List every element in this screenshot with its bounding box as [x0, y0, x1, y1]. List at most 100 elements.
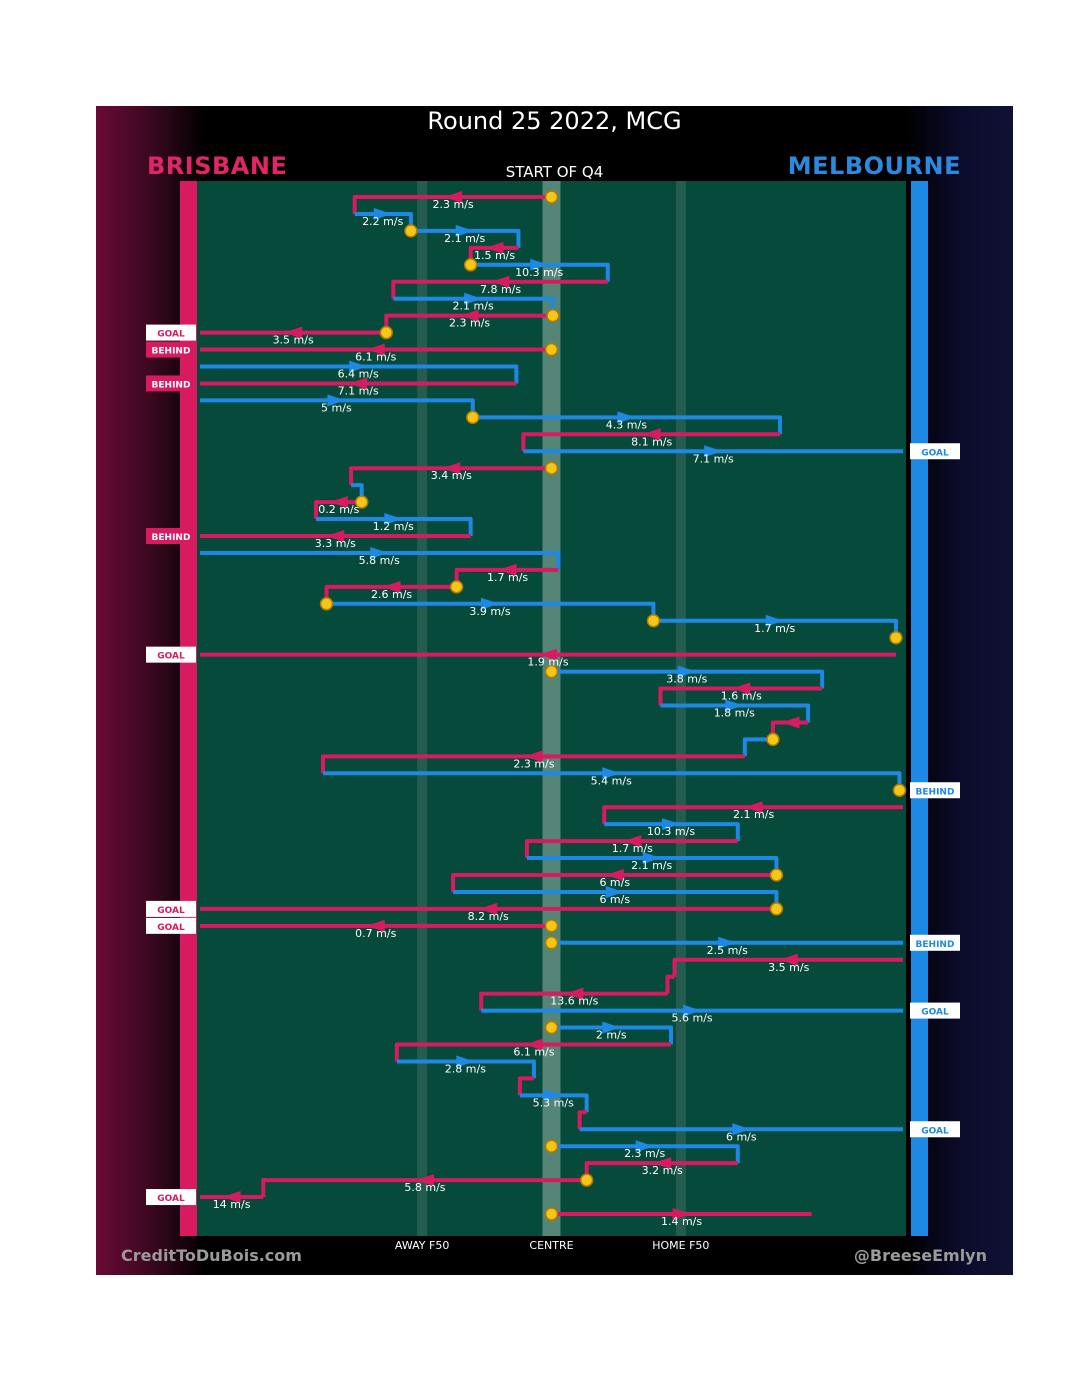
field-stripe-1: [542, 181, 561, 1236]
possession-marker: [546, 308, 560, 323]
chain-line-16: [349, 466, 552, 486]
possession-marker: [354, 495, 369, 509]
chain-line-52: [519, 1093, 589, 1113]
chain-arrow-9: [366, 343, 385, 356]
speed-label: 5.8 m/s: [359, 554, 400, 567]
chain-arrow-52: [544, 1089, 563, 1102]
result-badge: [910, 782, 960, 799]
chain-line-51: [517, 1076, 534, 1096]
possession-marker: [449, 580, 464, 594]
chain-arrow-20: [326, 530, 345, 542]
chain-arrow-23: [382, 580, 401, 593]
speed-label: 0.2 m/s: [318, 503, 359, 516]
speed-label: 2.1 m/s: [444, 232, 485, 245]
result-label: GOAL: [157, 330, 185, 340]
speed-label: 14 m/s: [213, 1198, 251, 1211]
chain-arrow-48: [602, 1021, 621, 1034]
chain-arrow-2: [455, 224, 474, 237]
chain-arrow-35: [744, 801, 763, 814]
chain-line-55: [551, 1144, 740, 1164]
result-label: GOAL: [157, 652, 185, 662]
speed-label: 6.4 m/s: [338, 368, 379, 381]
poster: 2.3 m/s 2.2 m/s 2.1 m/s 1.5 m/s 10.3 m/s 7.8 …: [96, 106, 1013, 1275]
chain-arrow-27: [677, 665, 696, 678]
result-badge: [146, 375, 196, 392]
speed-label: 1.7 m/s: [754, 622, 795, 635]
speed-label: 5 m/s: [321, 401, 352, 414]
chain-arrow-55: [635, 1140, 654, 1153]
possession-marker: [404, 224, 418, 238]
speed-label: 2.6 m/s: [371, 588, 412, 601]
speed-label: 2.1 m/s: [453, 300, 494, 313]
speed-label: 6.1 m/s: [355, 351, 396, 364]
result-badge: [146, 324, 196, 341]
chain-line-44: [672, 957, 903, 977]
chain-arrow-19: [384, 513, 403, 526]
result-label: GOAL: [921, 1008, 949, 1018]
result-label: BEHIND: [152, 347, 191, 357]
chain-arrow-54: [732, 1123, 751, 1136]
possession-marker: [766, 732, 780, 747]
possession-marker: [889, 630, 903, 645]
chain-line-39: [451, 873, 777, 892]
chain-arrow-42: [366, 919, 385, 932]
result-badge: [910, 934, 960, 951]
possession-marker: [892, 783, 907, 797]
possession-marker: [544, 919, 559, 933]
result-label: BEHIND: [152, 380, 191, 390]
away-goal-bar: [911, 181, 928, 1236]
result-badge: [146, 528, 196, 544]
speed-label: 6 m/s: [726, 1130, 757, 1143]
result-label: GOAL: [157, 906, 185, 916]
chain-arrow-22: [498, 563, 517, 576]
result-badge: [146, 646, 196, 663]
chain-arrow-40: [605, 885, 624, 898]
possession-marker: [466, 410, 480, 425]
possession-marker: [769, 868, 784, 882]
axis-tick-label: HOME F50: [652, 1239, 710, 1252]
chain-arrow-36: [662, 818, 681, 831]
speed-label: 10.3 m/s: [647, 825, 695, 838]
possession-marker: [544, 664, 559, 679]
chain-line-53: [577, 1110, 587, 1130]
speed-label: 8.2 m/s: [468, 910, 509, 923]
away-team-name: MELBOURNE: [787, 152, 961, 180]
chain-line-0: [352, 195, 552, 214]
chain-line-29: [660, 703, 811, 723]
chain-arrow-21: [370, 546, 389, 559]
chain-arrow-1: [373, 207, 392, 220]
chain-line-45: [665, 974, 675, 994]
chain-arrow-14: [642, 428, 661, 441]
result-badge: [910, 1002, 960, 1019]
speed-label: 3.3 m/s: [315, 537, 356, 550]
speed-label: 8.1 m/s: [631, 435, 672, 448]
chain-arrow-50: [456, 1055, 475, 1068]
possession-marker: [319, 597, 334, 611]
speed-label: 5.6 m/s: [672, 1012, 713, 1025]
speed-label: 2 m/s: [596, 1029, 627, 1042]
chain-arrow-26: [538, 648, 557, 661]
chain-arrow-28: [732, 682, 751, 695]
chain-arrow-56: [653, 1157, 672, 1170]
chart: 2.3 m/s2.2 m/s2.1 m/s1.5 m/s10.3 m/s7.8 …: [146, 181, 960, 1236]
speed-label: 6.1 m/s: [513, 1046, 554, 1059]
chain-arrow-11: [349, 377, 368, 390]
chain-arrow-43: [718, 936, 737, 949]
speed-label: 1.8 m/s: [714, 707, 755, 720]
chain-arrow-33: [602, 767, 621, 780]
axis-tick-label: CENTRE: [529, 1239, 574, 1252]
possession-marker: [646, 614, 661, 628]
speed-label: 10.3 m/s: [515, 266, 563, 279]
chain-arrow-6: [464, 292, 483, 305]
chain-arrow-8: [284, 326, 303, 339]
chart-title: Round 25 2022, MCG: [427, 107, 682, 135]
possession-marker: [544, 1139, 559, 1153]
chain-line-28: [658, 686, 823, 706]
chain-arrow-24: [480, 597, 499, 610]
axis-tick-label: AWAY F50: [394, 1239, 450, 1252]
speed-label: 3.2 m/s: [642, 1164, 683, 1177]
chain-arrow-10: [349, 360, 368, 373]
speed-label: 1.4 m/s: [661, 1215, 702, 1228]
speed-label: 2.3 m/s: [624, 1147, 665, 1160]
chain-arrow-59: [672, 1208, 691, 1220]
